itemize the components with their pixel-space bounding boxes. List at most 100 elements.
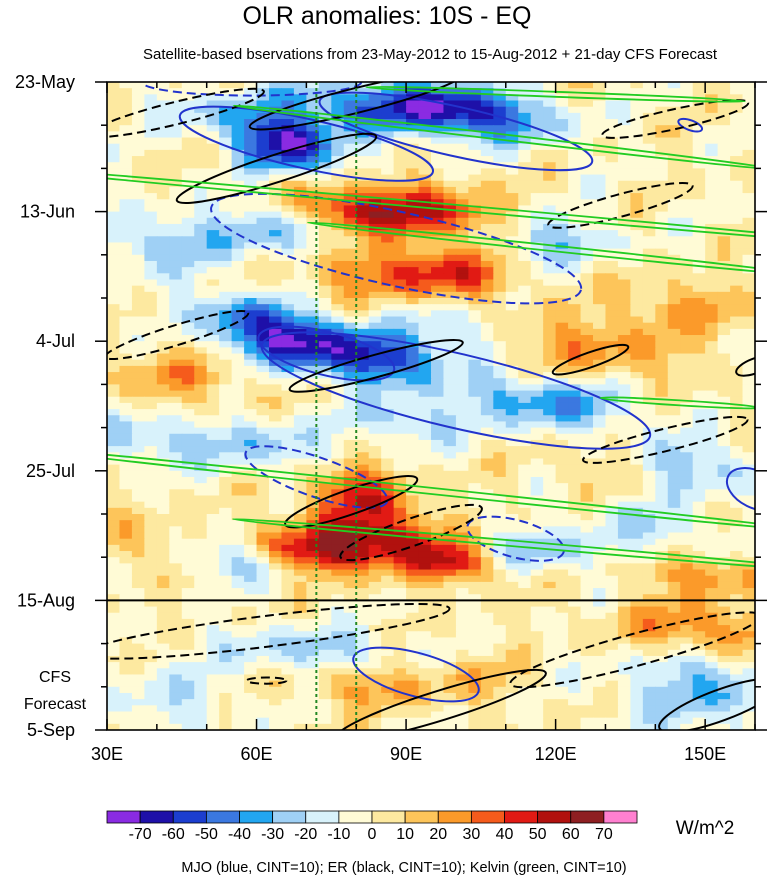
heatmap-cell [293,180,307,188]
heatmap-cell [642,291,656,299]
heatmap-cell [692,427,706,435]
heatmap-cell [443,470,457,478]
heatmap-cell [543,341,557,348]
heatmap-cell [368,248,382,256]
heatmap-cell [381,260,395,268]
heatmap-cell [543,112,557,120]
heatmap-cell [642,193,656,200]
heatmap-cell [593,100,607,108]
heatmap-cell [194,600,208,608]
heatmap-cell [742,594,755,601]
heatmap-cell [393,328,407,336]
heatmap-cell [406,162,420,169]
heatmap-cell [131,230,145,237]
heatmap-cell [318,458,332,466]
heatmap-cell [468,186,482,194]
heatmap-cell [617,415,631,423]
heatmap-cell [555,427,569,435]
heatmap-cell [443,322,457,330]
heatmap-cell [630,236,644,244]
heatmap-cell [194,285,208,293]
heatmap-cell [219,507,233,515]
heatmap-cell [680,82,694,89]
heatmap-cell [680,291,694,299]
heatmap-cell [568,310,582,318]
heatmap-cell [156,378,170,385]
heatmap-cell [293,483,307,490]
heatmap-cell [219,353,233,361]
heatmap-cell [169,390,183,398]
heatmap-cell [605,205,619,213]
heatmap-cell [343,180,357,188]
heatmap-cell [356,180,370,188]
heatmap-cell [680,310,694,318]
heatmap-cell [356,421,370,429]
heatmap-cell [605,322,619,330]
heatmap-cell [393,538,407,546]
heatmap-cell [530,359,544,367]
heatmap-cell [231,489,245,497]
heatmap-cell [455,285,469,293]
heatmap-cell [406,396,420,404]
heatmap-cell [244,211,258,219]
heatmap-cell [318,575,332,583]
heatmap-cell [356,100,370,108]
heatmap-cell [680,433,694,441]
heatmap-cell [505,538,519,546]
heatmap-cell [381,273,395,281]
heatmap-cell [530,248,544,256]
heatmap-cell [418,211,432,219]
heatmap-cell [331,174,345,182]
heatmap-cell [717,551,731,558]
heatmap-cell [655,353,669,361]
heatmap-cell [293,662,307,669]
heatmap-cell [406,248,420,256]
heatmap-cell [231,507,245,515]
heatmap-cell [480,409,494,416]
heatmap-cell [393,100,407,108]
heatmap-cell [580,372,594,379]
heatmap-cell [568,501,582,509]
heatmap-cell [705,106,719,114]
heatmap-cell [431,341,445,348]
heatmap-cell [717,452,731,460]
heatmap-cell [555,112,569,120]
heatmap-cell [543,353,557,361]
heatmap-cell [530,100,544,108]
heatmap-cell [306,322,320,330]
heatmap-cell [717,174,731,182]
heatmap-cell [630,495,644,503]
heatmap-cell [418,223,432,231]
heatmap-cell [630,501,644,509]
heatmap-cell [667,248,681,256]
heatmap-cell [318,649,332,657]
heatmap-cell [119,279,133,287]
heatmap-cell [356,532,370,540]
heatmap-cell [269,551,283,558]
heatmap-cell [505,662,519,669]
heatmap-cell [293,254,307,262]
heatmap-cell [256,285,270,293]
heatmap-cell [692,581,706,589]
heatmap-cell [131,180,145,188]
heatmap-cell [431,538,445,546]
heatmap-cell [107,174,121,182]
heatmap-cell [343,476,357,484]
heatmap-cell [593,520,607,527]
heatmap-cell [194,396,208,404]
heatmap-cell [368,125,382,132]
heatmap-cell [555,125,569,132]
heatmap-cell [717,304,731,311]
heatmap-cell [480,618,494,626]
heatmap-cell [642,100,656,108]
heatmap-cell [156,88,170,95]
heatmap-cell [543,581,557,589]
heatmap-cell [480,298,494,305]
heatmap-cell [680,618,694,626]
heatmap-cell [318,612,332,620]
heatmap-cell [244,625,258,632]
heatmap-cell [530,514,544,521]
heatmap-cell [655,507,669,515]
heatmap-cell [468,507,482,515]
heatmap-cell [306,298,320,305]
